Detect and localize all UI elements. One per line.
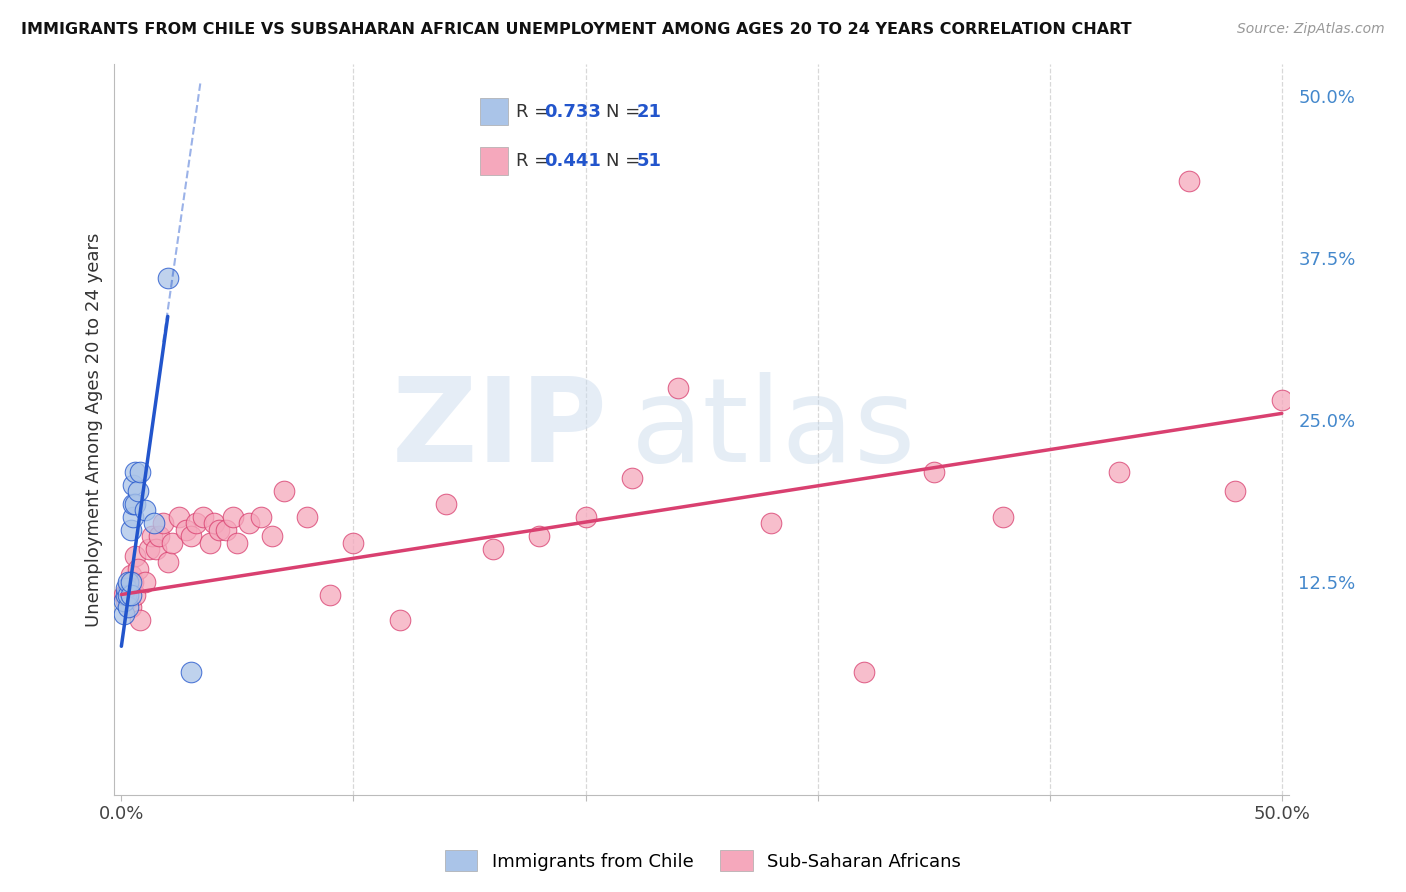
Point xyxy=(620,471,643,485)
Point xyxy=(145,542,167,557)
Point xyxy=(1271,393,1294,408)
Point xyxy=(198,535,221,549)
Point xyxy=(342,535,364,549)
Point xyxy=(922,465,945,479)
Point xyxy=(1178,173,1201,187)
Point xyxy=(222,509,245,524)
Point xyxy=(120,588,142,602)
Point xyxy=(208,523,231,537)
Point xyxy=(249,509,271,524)
Text: IMMIGRANTS FROM CHILE VS SUBSAHARAN AFRICAN UNEMPLOYMENT AMONG AGES 20 TO 24 YEA: IMMIGRANTS FROM CHILE VS SUBSAHARAN AFRI… xyxy=(21,22,1132,37)
Point xyxy=(156,555,179,569)
Point xyxy=(162,535,184,549)
Point xyxy=(180,529,202,543)
Point xyxy=(120,574,142,589)
Point xyxy=(112,588,135,602)
Point xyxy=(129,614,152,628)
Point xyxy=(152,516,174,531)
Point xyxy=(115,594,138,608)
Text: Source: ZipAtlas.com: Source: ZipAtlas.com xyxy=(1237,22,1385,37)
Point xyxy=(138,542,160,557)
Point xyxy=(117,581,139,595)
Point xyxy=(226,535,249,549)
Point xyxy=(124,465,146,479)
Point xyxy=(115,581,138,595)
Point xyxy=(202,516,225,531)
Point xyxy=(127,561,149,575)
Point xyxy=(295,509,318,524)
Point xyxy=(115,588,138,602)
Point xyxy=(853,665,876,680)
Point xyxy=(124,588,146,602)
Point xyxy=(156,270,179,285)
Point xyxy=(434,497,457,511)
Point xyxy=(666,380,689,394)
Point xyxy=(1108,465,1130,479)
Point xyxy=(124,497,146,511)
Point xyxy=(122,477,145,491)
Point xyxy=(129,465,152,479)
Point xyxy=(148,529,170,543)
Point xyxy=(122,574,145,589)
Point xyxy=(184,516,207,531)
Point xyxy=(122,509,145,524)
Point xyxy=(117,574,139,589)
Point xyxy=(120,523,142,537)
Point xyxy=(319,588,342,602)
Point xyxy=(112,607,135,621)
Point xyxy=(238,516,260,531)
Point xyxy=(127,483,149,498)
Point xyxy=(124,549,146,563)
Point xyxy=(388,614,411,628)
Point xyxy=(527,529,550,543)
Point xyxy=(122,497,145,511)
Point xyxy=(117,588,139,602)
Legend: Immigrants from Chile, Sub-Saharan Africans: Immigrants from Chile, Sub-Saharan Afric… xyxy=(437,843,969,879)
Point xyxy=(993,509,1015,524)
Point xyxy=(120,600,142,615)
Point xyxy=(180,665,202,680)
Point xyxy=(120,568,142,582)
Text: ZIP: ZIP xyxy=(392,372,607,487)
Point xyxy=(141,529,163,543)
Point xyxy=(117,600,139,615)
Point xyxy=(481,542,503,557)
Point xyxy=(142,516,165,531)
Point xyxy=(169,509,191,524)
Point xyxy=(215,523,238,537)
Point xyxy=(574,509,596,524)
Point xyxy=(273,483,295,498)
Point xyxy=(112,594,135,608)
Point xyxy=(176,523,198,537)
Point xyxy=(134,574,156,589)
Point xyxy=(134,503,156,517)
Point xyxy=(191,509,214,524)
Point xyxy=(761,516,783,531)
Point xyxy=(1225,483,1247,498)
Y-axis label: Unemployment Among Ages 20 to 24 years: Unemployment Among Ages 20 to 24 years xyxy=(86,233,103,627)
Point xyxy=(262,529,284,543)
Text: atlas: atlas xyxy=(631,372,917,487)
